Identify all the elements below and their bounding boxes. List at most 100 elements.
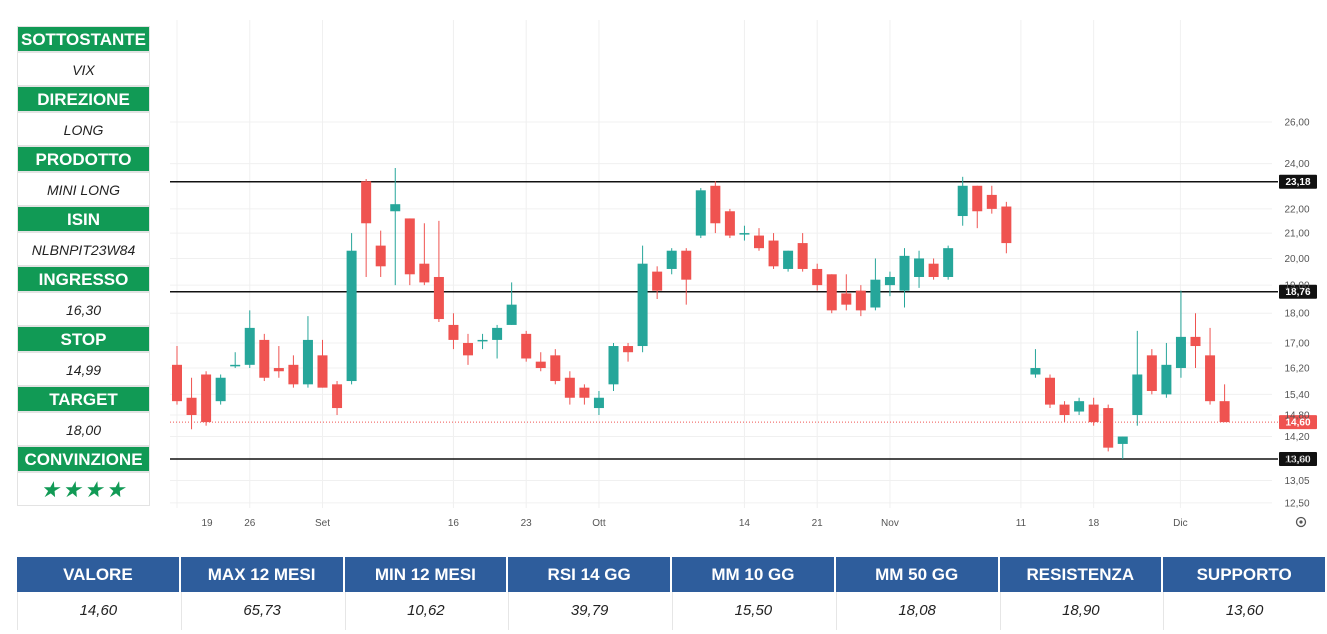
- candle: [637, 245, 648, 353]
- y-axis: 12,50 13,05 13,60 14,20 14,80 15,40 16,20 17,00…: [1284, 118, 1309, 510]
- candle: [1001, 201, 1012, 254]
- candle-body: [623, 346, 634, 353]
- info-row-entry: INGRESSO 16,30: [17, 266, 150, 326]
- candle: [870, 258, 881, 311]
- candle: [608, 342, 619, 391]
- conviction-label: CONVINZIONE: [17, 446, 150, 472]
- candle: [433, 220, 444, 322]
- candle-body: [230, 364, 241, 367]
- candle: [957, 176, 968, 226]
- candle-body: [637, 263, 648, 347]
- candle: [230, 352, 241, 369]
- candle-body: [332, 384, 343, 409]
- y-tick-label: 24,00: [1284, 159, 1309, 170]
- candle: [1117, 436, 1128, 459]
- candle: [1030, 349, 1041, 378]
- stats-value-support: 13,60: [1163, 592, 1325, 630]
- candle: [855, 285, 866, 317]
- candle-body: [172, 364, 182, 402]
- candle: [201, 371, 212, 426]
- stats-header-support: SUPPORTO: [1163, 557, 1325, 592]
- candle: [1132, 330, 1143, 426]
- product-value: MINI LONG: [17, 172, 150, 206]
- stats-value-rsi: 39,79: [508, 592, 670, 630]
- y-tick-label: 14,20: [1284, 432, 1309, 443]
- candle: [579, 384, 590, 405]
- stats-header-value: VALORE: [17, 557, 179, 592]
- candles: [172, 167, 1230, 459]
- stats-header-mm50: MM 50 GG: [835, 557, 998, 592]
- y-tick-label: 19,00: [1284, 281, 1309, 292]
- candle: [914, 250, 925, 288]
- level-tag-label: 23,18: [1285, 177, 1310, 188]
- candle: [302, 316, 313, 388]
- candle-body: [390, 204, 401, 212]
- candle: [273, 346, 284, 378]
- candle: [593, 390, 604, 416]
- candle-body: [186, 397, 197, 416]
- candle-body: [1132, 374, 1143, 416]
- candle-body: [666, 250, 677, 269]
- info-row-product: PRODOTTO MINI LONG: [17, 146, 150, 206]
- stats-header-rsi: RSI 14 GG: [508, 557, 670, 592]
- candle: [623, 342, 634, 362]
- stats-header-row: VALORE MAX 12 MESI MIN 12 MESI RSI 14 GG…: [17, 557, 1327, 592]
- settings-gear-icon[interactable]: [1295, 516, 1307, 528]
- candle: [1175, 290, 1186, 378]
- candle: [841, 274, 852, 311]
- candle: [812, 263, 823, 291]
- x-tick-label: Set: [315, 518, 330, 529]
- candle: [666, 248, 677, 275]
- candle: [535, 352, 546, 372]
- candle-body: [259, 339, 270, 378]
- candle-body: [463, 342, 473, 356]
- candle-body: [768, 240, 779, 267]
- candle-body: [1045, 377, 1055, 405]
- candle: [1190, 313, 1201, 369]
- stats-value-min12: 10,62: [344, 592, 507, 630]
- candle-body: [841, 293, 852, 305]
- candle-body: [579, 387, 590, 398]
- level-tag-label: 18,76: [1285, 287, 1310, 298]
- entry-label: INGRESSO: [17, 266, 150, 292]
- candle-body: [375, 245, 386, 267]
- candle: [652, 266, 663, 299]
- info-row-isin: ISIN NLBNPIT23W84: [17, 206, 150, 266]
- candle: [332, 381, 343, 416]
- target-label: TARGET: [17, 386, 150, 412]
- x-tick-label: 14: [739, 518, 751, 529]
- candle-body: [724, 211, 735, 236]
- level-tag-label: 13,60: [1285, 455, 1310, 466]
- candle-body: [928, 263, 939, 277]
- info-panel: SOTTOSTANTE VIX DIREZIONE LONG PRODOTTO …: [17, 26, 150, 506]
- last-price-tag: [1279, 415, 1317, 430]
- candle: [826, 274, 837, 314]
- candle-body: [1190, 336, 1201, 347]
- candle-body: [783, 250, 794, 269]
- stats-table: VALORE MAX 12 MESI MIN 12 MESI RSI 14 GG…: [17, 557, 1327, 630]
- x-tick-label: 18: [1088, 518, 1100, 529]
- candle: [1219, 384, 1230, 423]
- candle: [899, 248, 910, 308]
- x-tick-label: Ott: [592, 518, 606, 529]
- y-tick-label: 14,80: [1284, 411, 1309, 422]
- candle-body: [404, 218, 415, 275]
- candle: [986, 185, 997, 214]
- stats-header-min12: MIN 12 MESI: [344, 557, 507, 592]
- candle-body: [812, 268, 823, 286]
- direction-label: DIREZIONE: [17, 86, 150, 112]
- candle-body: [288, 364, 299, 385]
- level-tag: [1279, 174, 1317, 189]
- candle: [1045, 374, 1055, 409]
- candle-body: [870, 279, 881, 308]
- candle: [943, 245, 954, 280]
- candle: [448, 313, 459, 350]
- candle: [1088, 397, 1099, 426]
- x-tick-label: 11: [1016, 518, 1027, 529]
- level-tag-label: 14,60: [1285, 418, 1310, 429]
- candle: [186, 377, 197, 430]
- stats-header-mm10: MM 10 GG: [672, 557, 834, 592]
- candle: [259, 333, 270, 382]
- candle-body: [1146, 355, 1157, 391]
- candle-body: [419, 263, 430, 283]
